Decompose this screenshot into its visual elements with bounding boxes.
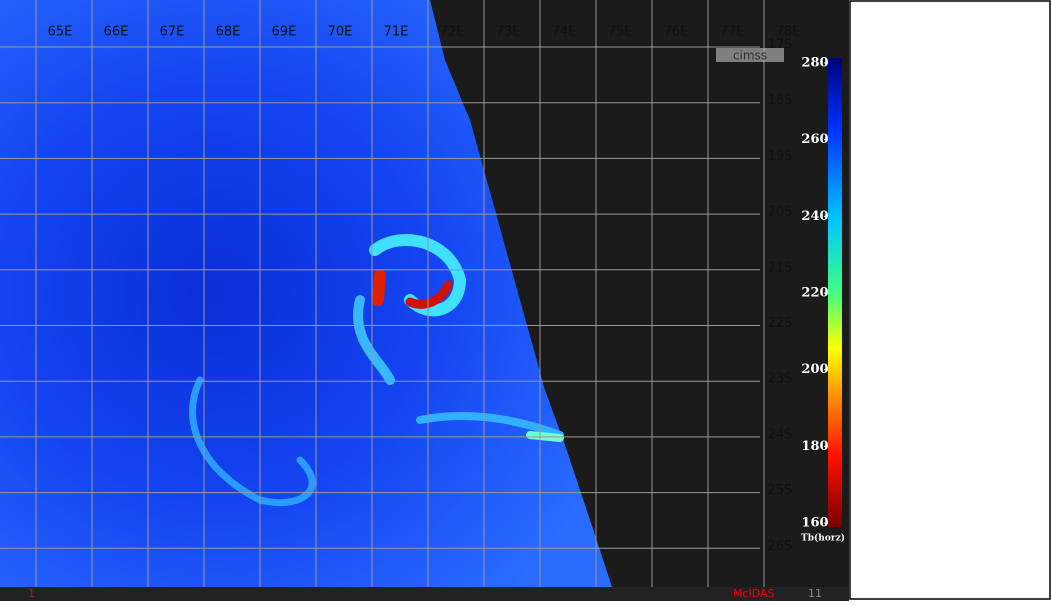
satellite-swath bbox=[0, 0, 612, 587]
lat-label: 24S bbox=[768, 427, 793, 442]
lon-label: 68E bbox=[216, 25, 241, 40]
footer-bar bbox=[0, 587, 849, 601]
colorbar-tick-label: 160 bbox=[801, 516, 828, 531]
lat-label: 18S bbox=[768, 93, 793, 108]
lon-label: 70E bbox=[328, 25, 353, 40]
lon-label: 73E bbox=[496, 25, 521, 40]
lon-label: 75E bbox=[608, 25, 633, 40]
lat-label: 21S bbox=[768, 260, 793, 275]
lon-label: 78E bbox=[776, 25, 801, 40]
colorbar-tick-label: 220 bbox=[801, 286, 828, 301]
lon-label: 77E bbox=[720, 25, 745, 40]
colorbar-tick-label: 180 bbox=[801, 439, 828, 454]
colorbar-tick-label: 260 bbox=[801, 132, 828, 147]
lon-label: 72E bbox=[440, 25, 465, 40]
lon-label: 65E bbox=[48, 25, 73, 40]
lon-label: 67E bbox=[160, 25, 185, 40]
lat-label: 19S bbox=[768, 149, 793, 164]
lat-label: 23S bbox=[768, 372, 793, 387]
lon-label: 74E bbox=[552, 25, 577, 40]
colorbar-tick-label: 240 bbox=[801, 209, 828, 224]
lon-label: 69E bbox=[272, 25, 297, 40]
lat-label: 22S bbox=[768, 316, 793, 331]
grid: 65E 66E 67E 68E 69E 70E 71E 72E 73E 74E 75E 76E 77E 7… bbox=[0, 0, 801, 587]
logo-text: cimss bbox=[733, 49, 767, 63]
lon-label: 71E bbox=[384, 25, 409, 40]
lon-label: 76E bbox=[664, 25, 689, 40]
side-panel bbox=[849, 0, 1051, 600]
lat-label: 25S bbox=[768, 483, 793, 498]
footer-center: McIDAS bbox=[733, 587, 775, 600]
colorbar-label: Tb(horz) bbox=[801, 533, 845, 544]
colorbar-tick-label: 280 bbox=[801, 56, 828, 71]
logo: cimss bbox=[716, 48, 784, 63]
footer-right: 11 bbox=[808, 587, 822, 600]
lon-label: 66E bbox=[104, 25, 129, 40]
lat-label: 26S bbox=[768, 539, 793, 554]
footer-left: 1 bbox=[28, 587, 35, 600]
lat-label: 20S bbox=[768, 205, 793, 220]
colorbar bbox=[828, 58, 842, 527]
colorbar-tick-label: 200 bbox=[801, 362, 828, 377]
